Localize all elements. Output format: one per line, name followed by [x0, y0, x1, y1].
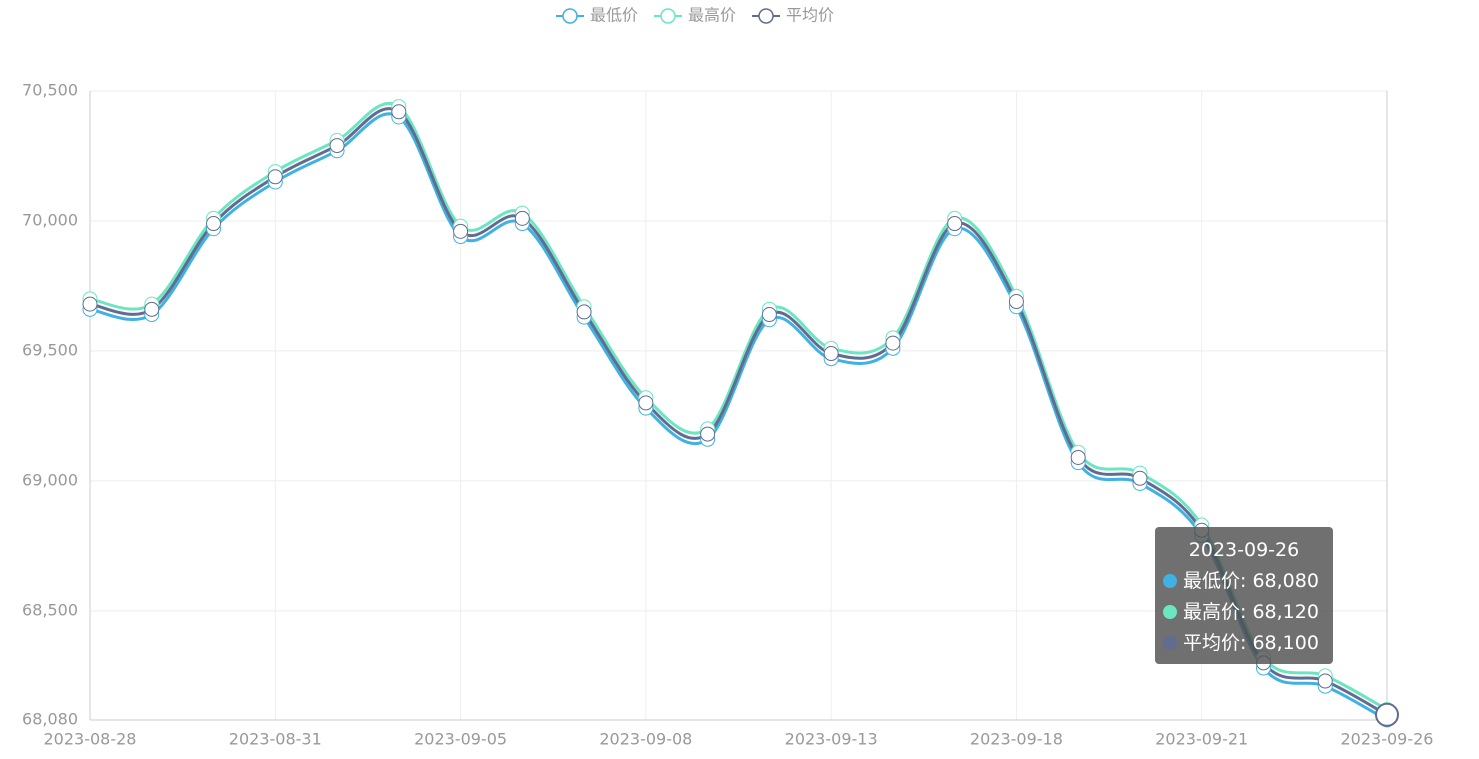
data-point [82, 296, 98, 312]
data-point [206, 216, 222, 232]
x-tick-label: 2023-08-28 [44, 730, 137, 749]
data-point [885, 335, 901, 351]
data-point [947, 216, 963, 232]
data-point [391, 104, 407, 120]
tooltip-text: 平均价: 68,100 [1183, 632, 1319, 654]
data-point [453, 223, 469, 239]
y-tick-label: 70,000 [22, 210, 78, 229]
x-tick-label: 2023-09-21 [1155, 730, 1248, 749]
data-point [823, 346, 839, 362]
legend-icon [562, 8, 578, 24]
data-point [267, 169, 283, 185]
legend-icon [758, 8, 774, 24]
x-tick-label: 2023-09-05 [414, 730, 507, 749]
data-point [1375, 702, 1399, 727]
data-point [1070, 449, 1086, 465]
y-tick-label: 70,500 [22, 81, 78, 100]
data-point [576, 304, 592, 320]
tooltip-row: 最高价: 68,120 [1163, 597, 1325, 628]
x-tick-label: 2023-09-26 [1341, 730, 1434, 749]
tooltip-row: 最低价: 68,080 [1163, 566, 1325, 597]
data-point [1008, 294, 1024, 310]
data-point [700, 426, 716, 442]
tooltip-marker [1163, 636, 1177, 650]
data-point [514, 210, 530, 226]
x-tick-label: 2023-09-18 [970, 730, 1063, 749]
y-tick-label: 69,000 [22, 470, 78, 489]
data-point [144, 301, 160, 317]
data-point [638, 395, 654, 411]
tooltip-marker [1163, 574, 1177, 588]
y-tick-label: 68,500 [22, 600, 78, 619]
data-point [1317, 673, 1333, 689]
tooltip-row: 平均价: 68,100 [1163, 628, 1325, 659]
tooltip-title: 2023-09-26 [1188, 539, 1300, 561]
data-point [761, 307, 777, 323]
legend-label: 最高价 [688, 6, 736, 25]
tooltip-text: 最低价: 68,080 [1183, 570, 1319, 592]
y-tick-label: 68,080 [22, 710, 78, 729]
x-tick-label: 2023-08-31 [229, 730, 322, 749]
x-tick-label: 2023-09-13 [785, 730, 878, 749]
y-tick-label: 69,500 [22, 340, 78, 359]
tooltip-text: 最高价: 68,120 [1183, 601, 1319, 623]
tooltip-marker [1163, 605, 1177, 619]
x-tick-label: 2023-09-08 [599, 730, 692, 749]
data-point [1132, 470, 1148, 486]
legend-icon [660, 8, 676, 24]
legend-label: 平均价 [786, 6, 834, 25]
legend: 最低价 最高价 平均价 [556, 6, 834, 25]
tooltip: 2023-09-26 最低价: 68,080 最高价: 68,120 平均价: 68… [1155, 527, 1333, 664]
legend-label: 最低价 [590, 6, 638, 25]
data-point [329, 138, 345, 154]
